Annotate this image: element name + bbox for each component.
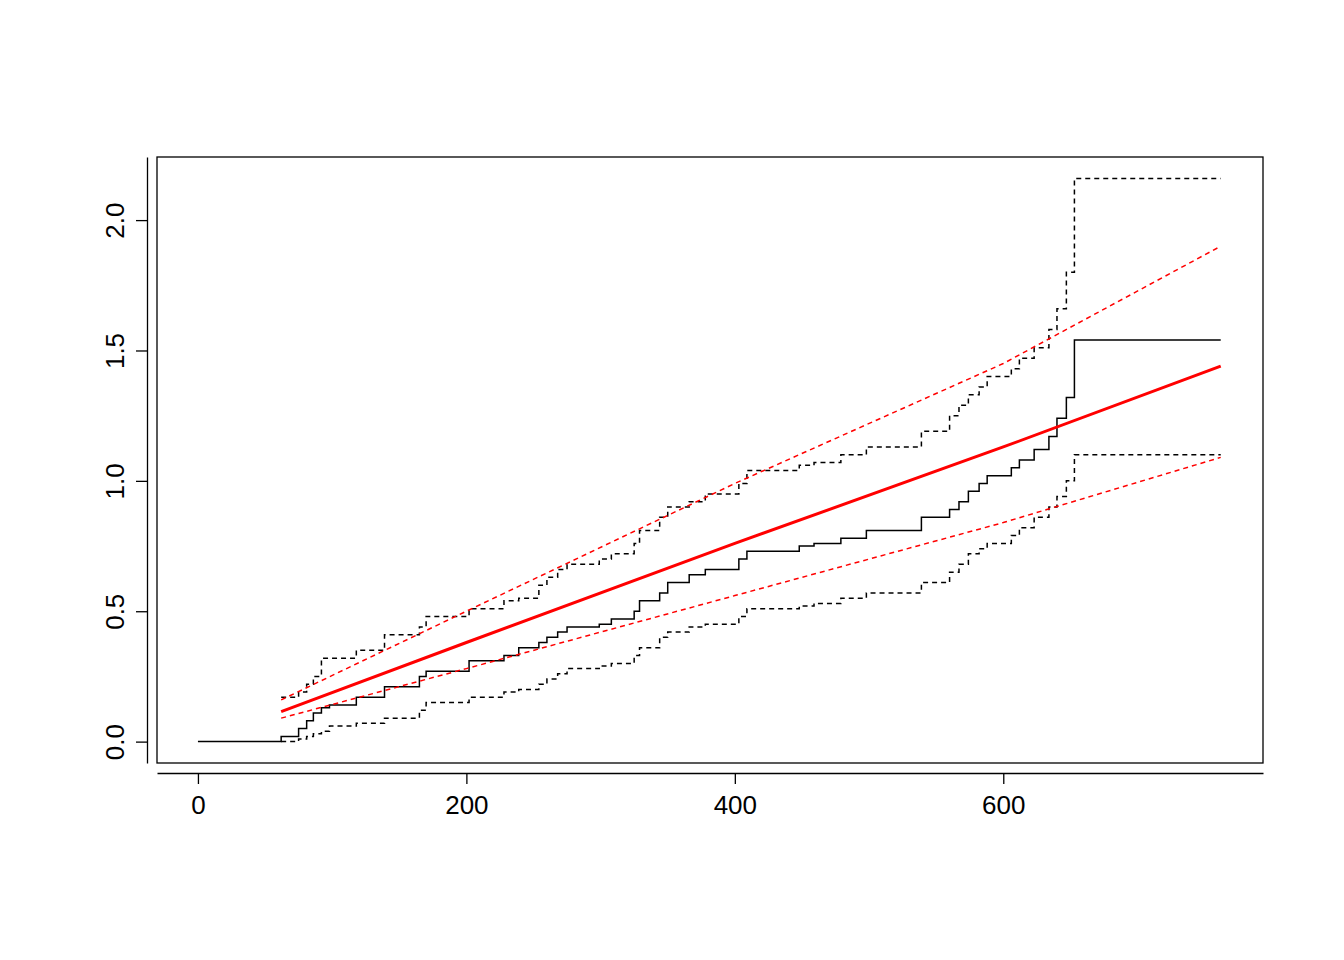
x-tick: 200: [445, 773, 488, 820]
chart: 0 200 400 600 0.0 0.5 1.0 1.5 2.0: [0, 0, 1344, 960]
x-axis: 0 200 400 600: [158, 773, 1264, 820]
y-tick-label: 1.5: [100, 333, 130, 369]
y-tick-mark: [136, 220, 147, 221]
x-tick-mark: [735, 773, 736, 784]
y-tick-mark: [136, 741, 147, 742]
estimate-line: [198, 340, 1221, 742]
y-axis: 0.0 0.5 1.0 1.5 2.0: [100, 158, 147, 764]
y-tick: 0.0: [100, 724, 147, 760]
confidence-line: [281, 455, 1221, 742]
y-tick: 2.0: [100, 203, 147, 239]
x-axis-line: [158, 773, 1264, 774]
x-tick-label: 0: [191, 790, 205, 820]
x-tick: 400: [714, 773, 757, 820]
y-tick-label: 0.5: [100, 594, 130, 630]
confidence-line: [281, 178, 1221, 697]
y-tick: 0.5: [100, 594, 147, 630]
plot-area: [198, 178, 1221, 741]
y-tick: 1.5: [100, 333, 147, 369]
x-tick: 0: [191, 773, 205, 820]
y-tick-mark: [136, 481, 147, 482]
confidence-line: [281, 246, 1221, 700]
y-tick-label: 2.0: [100, 203, 130, 239]
estimate-line: [281, 366, 1221, 712]
y-tick-label: 1.0: [100, 463, 130, 499]
plot-frame: [157, 157, 1263, 763]
y-tick-label: 0.0: [100, 724, 130, 760]
x-tick-mark: [466, 773, 467, 784]
x-tick-mark: [198, 773, 199, 784]
x-tick-label: 200: [445, 790, 488, 820]
x-tick: 600: [982, 773, 1025, 820]
y-tick-mark: [136, 350, 147, 351]
x-tick-label: 600: [982, 790, 1025, 820]
x-tick-mark: [1003, 773, 1004, 784]
x-tick-label: 400: [714, 790, 757, 820]
y-tick: 1.0: [100, 463, 147, 499]
y-axis-line: [147, 158, 148, 764]
y-tick-mark: [136, 611, 147, 612]
confidence-line: [281, 457, 1221, 718]
